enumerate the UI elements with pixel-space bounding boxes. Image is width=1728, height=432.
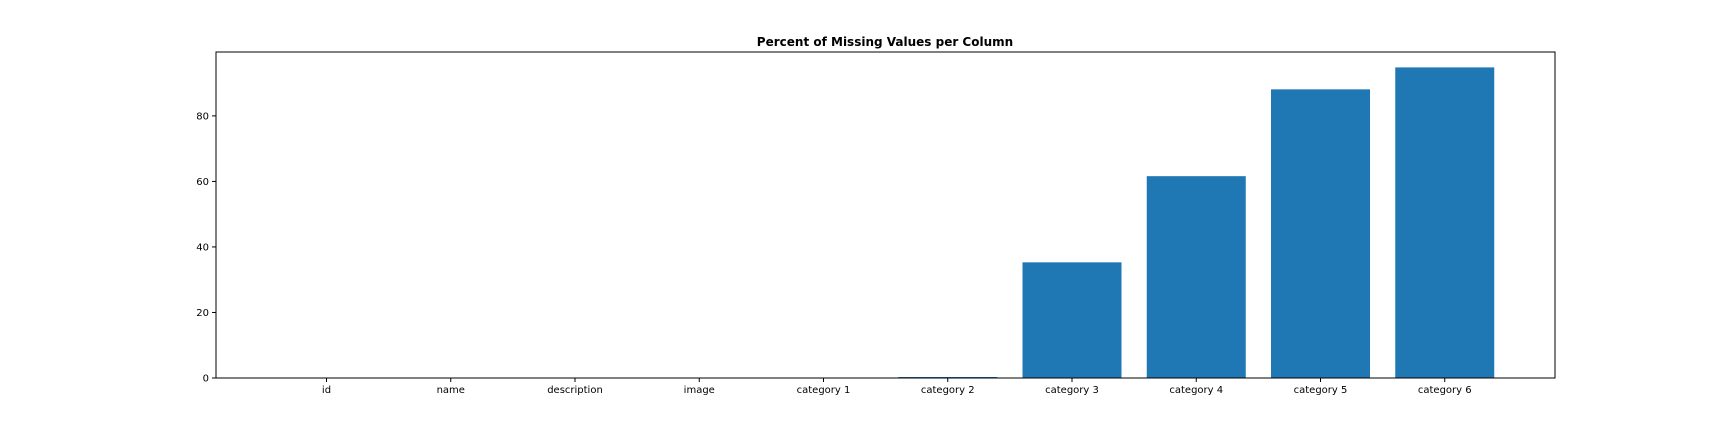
x-tick-label: id bbox=[322, 385, 331, 396]
chart-title: Percent of Missing Values per Column bbox=[757, 35, 1013, 49]
y-tick-label: 0 bbox=[203, 374, 209, 385]
y-axis: 0 20 40 60 80 bbox=[196, 111, 216, 385]
bar-category-5 bbox=[1271, 89, 1370, 378]
x-tick-label: name bbox=[437, 385, 465, 396]
x-tick-label: category 1 bbox=[797, 385, 851, 396]
plot-frame bbox=[215, 51, 1556, 379]
y-tick-label: 40 bbox=[196, 242, 209, 253]
x-tick-label: category 2 bbox=[921, 385, 975, 396]
bar-category-3 bbox=[1022, 262, 1122, 378]
x-axis: id name description image category 1 category… bbox=[322, 378, 1472, 396]
x-tick-label: category 6 bbox=[1418, 385, 1472, 396]
y-tick-label: 80 bbox=[196, 111, 209, 122]
bar-category-6 bbox=[1395, 67, 1495, 379]
x-tick-label: category 5 bbox=[1294, 385, 1348, 396]
bars-layer bbox=[898, 67, 1495, 379]
x-tick-label: category 3 bbox=[1045, 385, 1099, 396]
y-tick-label: 20 bbox=[196, 308, 209, 319]
x-tick-label: description bbox=[547, 385, 603, 396]
bar-category-4 bbox=[1146, 176, 1246, 378]
x-tick-label: image bbox=[684, 385, 715, 396]
x-tick-label: category 4 bbox=[1169, 385, 1223, 396]
y-tick-label: 60 bbox=[196, 177, 209, 188]
